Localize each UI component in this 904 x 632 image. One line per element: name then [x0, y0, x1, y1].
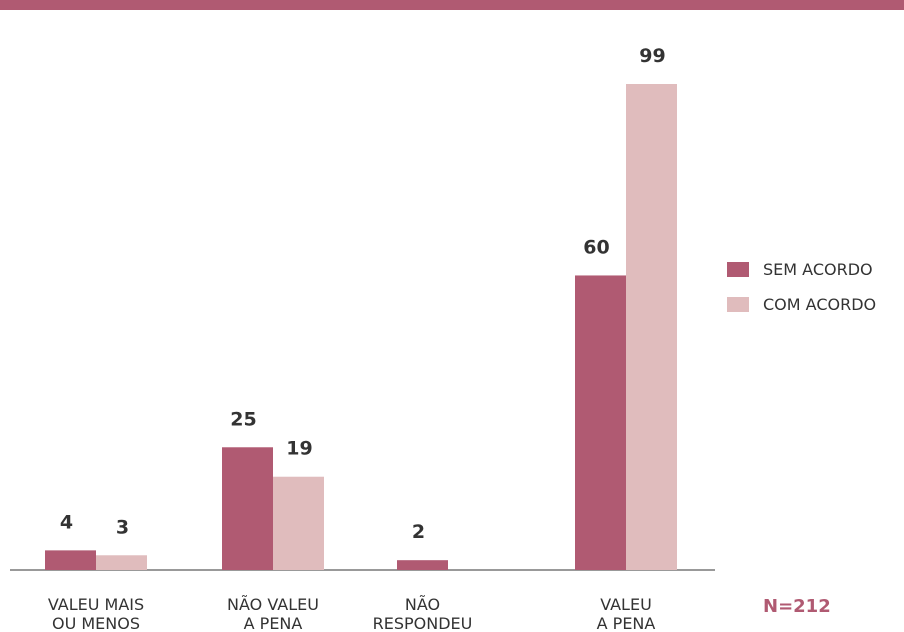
top-band	[0, 0, 904, 10]
annotation: N=212	[763, 596, 831, 617]
bar	[397, 560, 448, 570]
bar	[626, 84, 677, 570]
value-label: 25	[230, 408, 256, 430]
bar	[575, 275, 626, 570]
bar	[45, 550, 96, 570]
x-tick-label: VALEU A PENA	[596, 595, 656, 632]
x-tick-label: NÃO VALEU A PENA	[227, 595, 319, 632]
value-label: 3	[116, 516, 129, 538]
legend-swatch	[727, 262, 749, 277]
value-label: 99	[639, 45, 665, 67]
x-tick-label: NÃO RESPONDEU	[372, 595, 473, 632]
legend-swatch	[727, 297, 749, 312]
value-label: 19	[286, 438, 312, 460]
bar	[96, 555, 147, 570]
value-label: 2	[412, 521, 425, 543]
x-tick-label: VALEU MAIS OU MENOS	[47, 595, 145, 632]
bar	[273, 476, 324, 570]
bar	[222, 447, 273, 570]
legend-label: COM ACORDO	[763, 295, 876, 314]
legend-label: SEM ACORDO	[763, 260, 873, 279]
value-label: 4	[60, 511, 73, 533]
value-label: 60	[583, 236, 609, 258]
